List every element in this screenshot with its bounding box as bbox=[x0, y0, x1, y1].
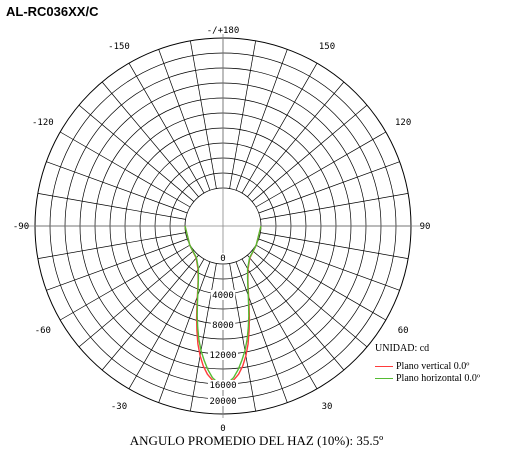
angle-label: 120 bbox=[395, 118, 411, 128]
radial-tick-label: 0 bbox=[220, 254, 225, 264]
radial-tick-label: 12000 bbox=[209, 351, 236, 361]
angle-label: -120 bbox=[32, 118, 54, 128]
angle-label: 30 bbox=[322, 402, 333, 412]
legend-item-horizontal: Plano horizontal 0.0º bbox=[375, 372, 480, 384]
grid-spoke bbox=[101, 81, 199, 198]
grid-spoke bbox=[158, 261, 211, 403]
legend-label-vertical: Plano vertical 0.0º bbox=[396, 360, 470, 372]
angle-label: -30 bbox=[111, 402, 127, 412]
beam-angle-footer: ANGULO PROMEDIO DEL HAZ (10%): 35.5º bbox=[129, 433, 384, 448]
grid-spoke bbox=[229, 40, 256, 189]
chart-title: AL-RC036XX/C bbox=[6, 4, 99, 19]
grid-spoke bbox=[37, 193, 186, 220]
grid-spoke bbox=[251, 250, 368, 348]
radial-tick-label: 20000 bbox=[209, 397, 236, 407]
grid-spoke bbox=[255, 244, 386, 321]
grid-spoke bbox=[46, 161, 188, 214]
grid-spoke bbox=[247, 81, 345, 198]
polar-labels: 0 4000 8000 12000 16000 20000 0 -/+180 150 120 90 6… bbox=[13, 26, 431, 434]
radial-tick-label: 8000 bbox=[212, 321, 234, 331]
angle-label: 90 bbox=[420, 222, 431, 232]
grid-spoke bbox=[255, 131, 386, 208]
grid-spoke bbox=[78, 250, 195, 348]
legend-label-horizontal: Plano horizontal 0.0º bbox=[396, 372, 480, 384]
radial-tick-bg bbox=[219, 253, 227, 263]
grid-spoke bbox=[241, 258, 318, 389]
grid-spoke bbox=[128, 63, 205, 194]
radial-tick-bg bbox=[210, 290, 236, 300]
grid-spoke bbox=[78, 104, 195, 202]
radial-tick-bg bbox=[210, 320, 236, 330]
angle-label: 60 bbox=[398, 326, 409, 336]
grid-spoke bbox=[235, 49, 288, 191]
grid-spoke bbox=[229, 263, 256, 412]
grid-spoke bbox=[60, 131, 191, 208]
grid-spoke bbox=[128, 258, 205, 389]
grid-spoke bbox=[258, 238, 400, 291]
grid-spoke bbox=[60, 244, 191, 321]
legend: UNIDAD: cd Plano vertical 0.0º Plano hor… bbox=[375, 343, 480, 384]
grid-spoke bbox=[260, 193, 409, 220]
radial-tick-label: 4000 bbox=[212, 291, 234, 301]
grid-spoke bbox=[251, 104, 368, 202]
grid-spoke bbox=[37, 232, 186, 259]
legend-item-vertical: Plano vertical 0.0º bbox=[375, 360, 480, 372]
grid-spoke bbox=[247, 254, 345, 371]
angle-label: 150 bbox=[319, 42, 335, 52]
unit-label: UNIDAD: cd bbox=[375, 343, 430, 354]
grid-spoke bbox=[190, 40, 217, 189]
radial-tick-bg bbox=[208, 350, 238, 360]
radial-tick-bg bbox=[208, 396, 238, 406]
grid-spoke bbox=[235, 261, 288, 403]
grid-spoke bbox=[260, 232, 409, 259]
angle-label: -150 bbox=[108, 42, 130, 52]
legend-swatch-horizontal bbox=[375, 377, 393, 379]
radial-tick-label: 16000 bbox=[209, 381, 236, 391]
grid-spoke bbox=[101, 254, 199, 371]
radial-tick-label-bottom: 0 bbox=[220, 424, 225, 434]
legend-swatch-vertical bbox=[375, 365, 393, 367]
angle-label: -90 bbox=[13, 222, 29, 232]
radial-tick-bg bbox=[208, 380, 238, 390]
grid-spoke bbox=[258, 161, 400, 214]
grid-spoke bbox=[241, 63, 318, 194]
angle-label: -/+180 bbox=[207, 26, 240, 36]
grid-spoke bbox=[190, 263, 217, 412]
grid-spoke bbox=[46, 238, 188, 291]
angle-label: -60 bbox=[35, 326, 51, 336]
grid-spoke bbox=[158, 49, 211, 191]
